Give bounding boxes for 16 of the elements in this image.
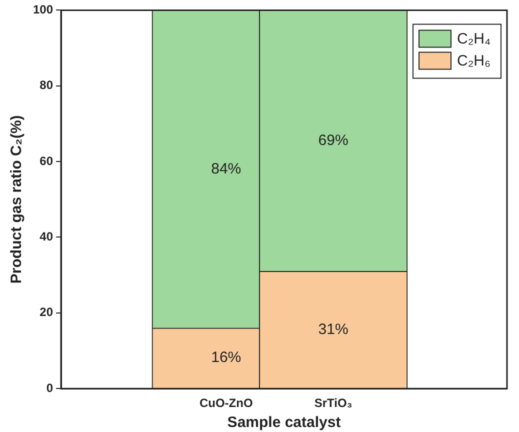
legend-label: C₂H₄ [457,30,491,48]
x-tick-label: SrTiO₃ [314,396,352,410]
data-label: 84% [211,160,242,178]
y-tick-label: 60 [40,154,54,168]
y-tick-label: 20 [40,305,54,320]
y-axis-title: Product gas ratio C₂(%) [8,115,26,284]
data-label: 69% [318,132,348,149]
x-tick-label: CuO-ZnO [199,396,253,410]
data-label: 16% [211,349,242,366]
legend-label: C₂H₆ [457,52,491,70]
x-axis-title: Sample catalyst [227,414,341,432]
y-tick-label: 40 [40,230,54,244]
y-tick-label: 100 [32,2,54,17]
y-tick-label: 80 [40,78,54,92]
y-tick-label: 0 [46,380,54,395]
data-label: 31% [318,320,348,338]
